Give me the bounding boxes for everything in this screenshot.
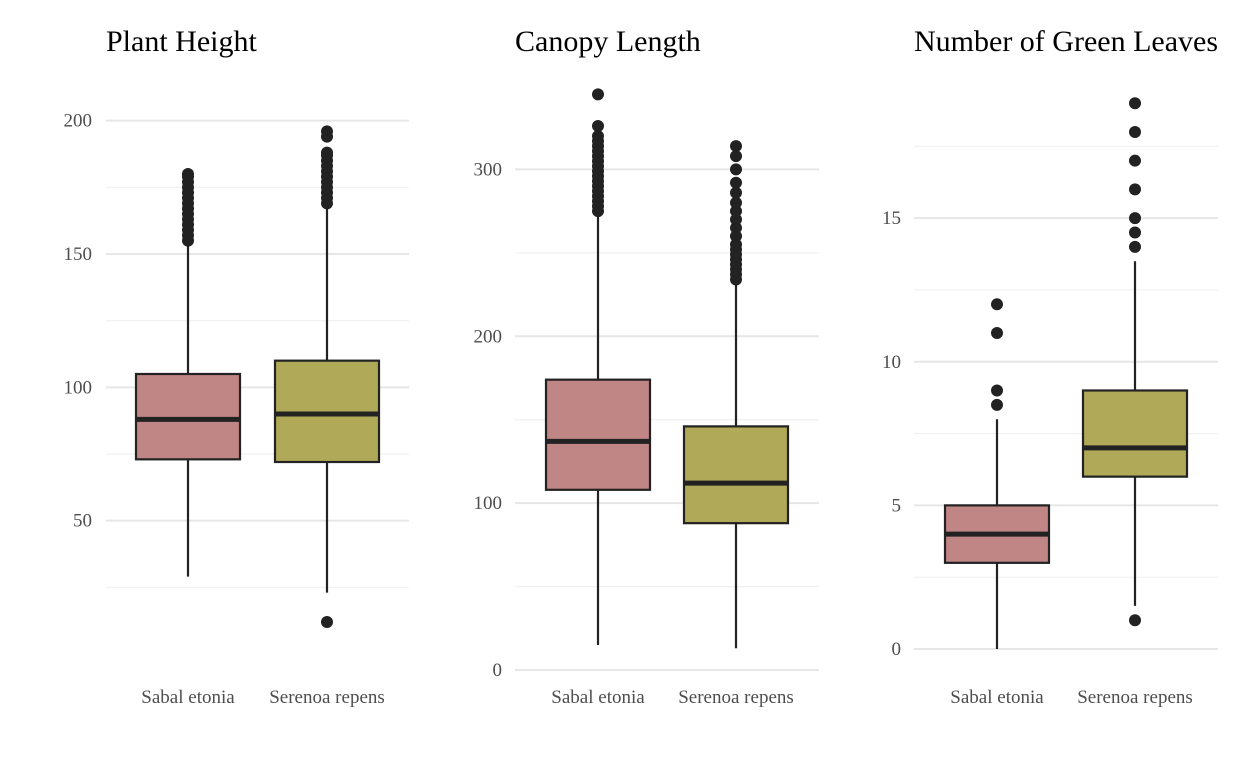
- panel-plant-height: Plant Height 50 100 150 200 Sabal etonia Se…: [64, 25, 409, 708]
- iqr-box: [682, 425, 790, 525]
- iqr-box: [1081, 389, 1189, 478]
- y-tick-label: 200: [474, 326, 503, 347]
- outlier-point: [730, 221, 742, 234]
- y-tick-label: 300: [474, 159, 503, 180]
- box-serenoa-repens: [682, 140, 790, 649]
- outlier-point: [321, 125, 333, 138]
- x-tick-label-sabal-etonia: Sabal etonia: [141, 687, 235, 708]
- outlier-point: [1129, 183, 1141, 196]
- y-tick-label: 200: [64, 111, 93, 132]
- outlier-point: [182, 168, 194, 180]
- y-tick-label: 100: [64, 377, 93, 398]
- outlier-point: [1129, 614, 1141, 627]
- outlier-point: [1129, 240, 1141, 253]
- outlier-point: [321, 616, 333, 628]
- outlier-point: [730, 186, 742, 199]
- outlier-point: [592, 120, 604, 133]
- boxes: [544, 88, 790, 649]
- outlier-point: [1129, 212, 1141, 225]
- iqr-box: [273, 359, 381, 464]
- y-tick-label: 15: [882, 208, 901, 229]
- x-tick-label-serenoa-repens: Serenoa repens: [1077, 687, 1193, 708]
- outlier-point: [730, 140, 742, 153]
- outlier-point: [730, 205, 742, 218]
- box-sabal-etonia: [544, 88, 652, 645]
- outlier-point: [991, 298, 1003, 311]
- y-tick-label: 100: [474, 493, 503, 514]
- outlier-point: [730, 230, 742, 243]
- y-tick-label: 5: [892, 495, 902, 516]
- outlier-point: [1129, 125, 1141, 138]
- panel-canopy-length: Canopy Length 0 100 200 300 Sabal etonia Se…: [474, 25, 819, 708]
- y-tick-label: 0: [892, 639, 902, 660]
- y-axis-ticks: 0 5 10 15: [882, 208, 901, 660]
- grid-lines: [106, 119, 409, 588]
- outlier-point: [1129, 154, 1141, 167]
- box-sabal-etonia: [943, 298, 1051, 649]
- panel-title: Number of Green Leaves: [914, 25, 1218, 58]
- outlier-point: [1129, 97, 1141, 110]
- grid-lines: [914, 145, 1218, 650]
- iqr-box: [544, 378, 652, 491]
- outlier-point: [991, 384, 1003, 397]
- x-tick-label-sabal-etonia: Sabal etonia: [551, 687, 645, 708]
- x-tick-label-serenoa-repens: Serenoa repens: [269, 687, 385, 708]
- y-axis-ticks: 0 100 200 300: [474, 159, 503, 681]
- outlier-point: [991, 327, 1003, 340]
- grid-lines: [515, 168, 819, 671]
- iqr-box: [134, 372, 242, 461]
- outlier-point: [991, 398, 1003, 411]
- outlier-point: [730, 176, 742, 189]
- panel-title: Plant Height: [106, 25, 257, 58]
- panel-title: Canopy Length: [515, 25, 701, 58]
- x-tick-label-sabal-etonia: Sabal etonia: [950, 687, 1044, 708]
- y-axis-ticks: 50 100 150 200: [64, 111, 93, 532]
- boxes: [943, 97, 1189, 649]
- box-sabal-etonia: [134, 168, 242, 577]
- outlier-point: [730, 238, 742, 251]
- box-serenoa-repens: [1081, 97, 1189, 627]
- outlier-point: [730, 150, 742, 163]
- outlier-point: [730, 213, 742, 226]
- x-tick-label-serenoa-repens: Serenoa repens: [678, 687, 794, 708]
- y-tick-label: 50: [73, 511, 92, 532]
- y-tick-label: 0: [493, 660, 503, 681]
- box-serenoa-repens: [273, 125, 381, 628]
- outlier-point: [592, 88, 604, 101]
- outlier-point: [1129, 226, 1141, 239]
- panel-number-of-green-leaves: Number of Green Leaves 0 5 10 15 Sabal eton…: [882, 25, 1218, 708]
- outlier-point: [730, 196, 742, 209]
- outlier-point: [592, 130, 604, 143]
- y-tick-label: 150: [64, 244, 93, 265]
- y-tick-label: 10: [882, 352, 901, 373]
- outlier-point: [321, 146, 333, 159]
- outlier-point: [730, 163, 742, 176]
- boxes: [134, 125, 381, 628]
